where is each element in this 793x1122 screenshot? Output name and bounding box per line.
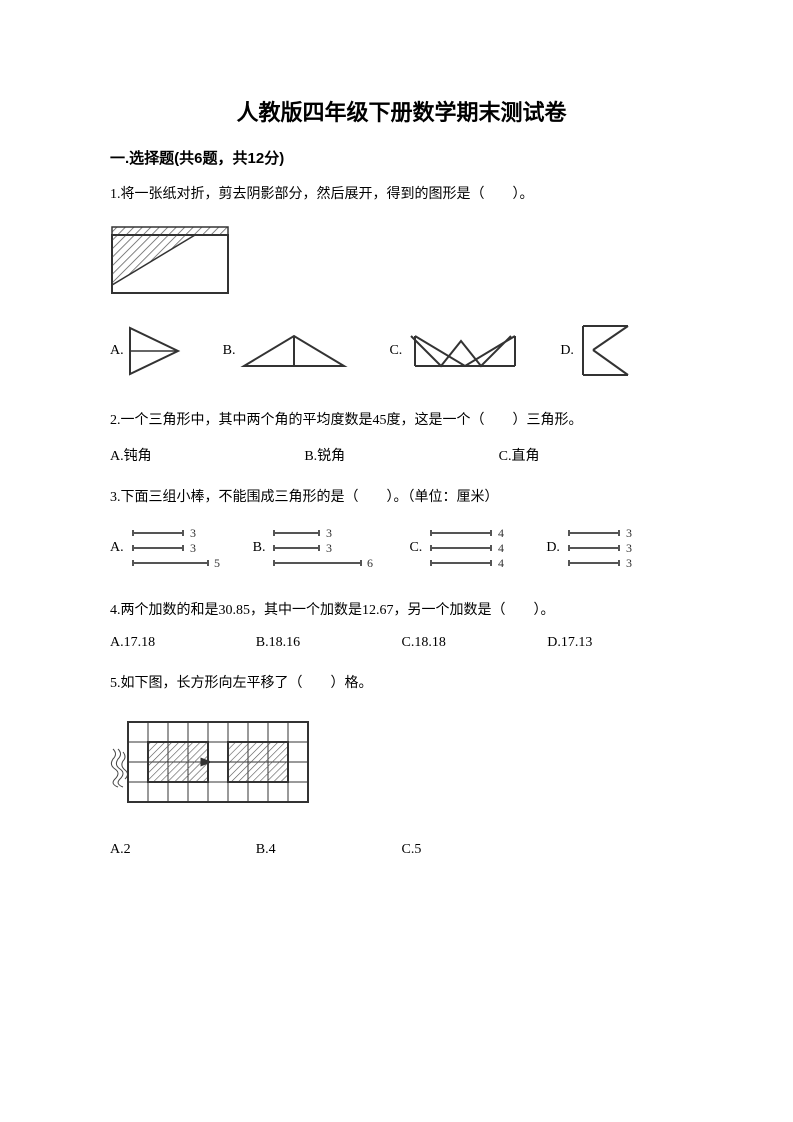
q3c-v3: 4	[498, 556, 504, 570]
q3c-v1: 4	[498, 526, 504, 540]
q1-option-d[interactable]: D.	[560, 323, 633, 378]
q2-option-c[interactable]: C.直角	[499, 445, 693, 465]
q5-option-a[interactable]: A.2	[110, 842, 256, 858]
q3-text: 3.下面三组小棒，不能围成三角形的是（ ）。（单位：厘米）	[110, 485, 693, 510]
q1-optA-label: A.	[110, 343, 124, 359]
q5-option-b[interactable]: B.4	[256, 842, 402, 858]
q3-option-a[interactable]: A. 3 3 5	[110, 523, 223, 573]
q1-optB-label: B.	[223, 343, 236, 359]
q2-option-b[interactable]: B.锐角	[304, 445, 498, 465]
q3d-v3: 3	[626, 556, 632, 570]
q3-optD-label: D.	[546, 540, 560, 556]
q1-optD-label: D.	[560, 343, 574, 359]
q3-option-d[interactable]: D. 3 3 3	[546, 523, 649, 573]
q3-optB-label: B.	[253, 540, 266, 556]
q4-option-a[interactable]: A.17.18	[110, 635, 256, 651]
q2-option-a[interactable]: A.钝角	[110, 445, 304, 465]
q3-option-b[interactable]: B. 3 3 6	[253, 523, 380, 573]
q3a-v3: 5	[214, 556, 220, 570]
q3c-v2: 4	[498, 541, 504, 555]
q3-option-c[interactable]: C. 4 4 4	[409, 523, 516, 573]
q3-optA-label: A.	[110, 540, 124, 556]
q4-option-b[interactable]: B.18.16	[256, 635, 402, 651]
section-header: 一.选择题(共6题，共12分)	[110, 147, 693, 168]
q1-option-a[interactable]: A.	[110, 326, 183, 376]
q3b-v3: 6	[367, 556, 373, 570]
q5-figure	[110, 714, 693, 814]
q3b-v2: 3	[326, 541, 332, 555]
q3d-v1: 3	[626, 526, 632, 540]
q3a-v2: 3	[190, 541, 196, 555]
q1-option-b[interactable]: B.	[223, 331, 350, 371]
q5-option-c[interactable]: C.5	[402, 842, 548, 858]
q3b-v1: 3	[326, 526, 332, 540]
q5-text: 5.如下图，长方形向左平移了（ ）格。	[110, 671, 693, 696]
q4-option-d[interactable]: D.17.13	[547, 635, 693, 651]
q1-option-c[interactable]: C.	[389, 331, 520, 371]
q4-text: 4.两个加数的和是30.85，其中一个加数是12.67，另一个加数是（ ）。	[110, 598, 693, 623]
q3a-v1: 3	[190, 526, 196, 540]
q4-option-c[interactable]: C.18.18	[402, 635, 548, 651]
q3-optC-label: C.	[409, 540, 422, 556]
q1-figure	[110, 225, 693, 295]
q1-text: 1.将一张纸对折，剪去阴影部分，然后展开，得到的图形是（ ）。	[110, 182, 693, 207]
q2-text: 2.一个三角形中，其中两个角的平均度数是45度，这是一个（ ）三角形。	[110, 408, 693, 433]
q1-optC-label: C.	[389, 343, 402, 359]
page-title: 人教版四年级下册数学期末测试卷	[110, 95, 693, 127]
q3d-v2: 3	[626, 541, 632, 555]
